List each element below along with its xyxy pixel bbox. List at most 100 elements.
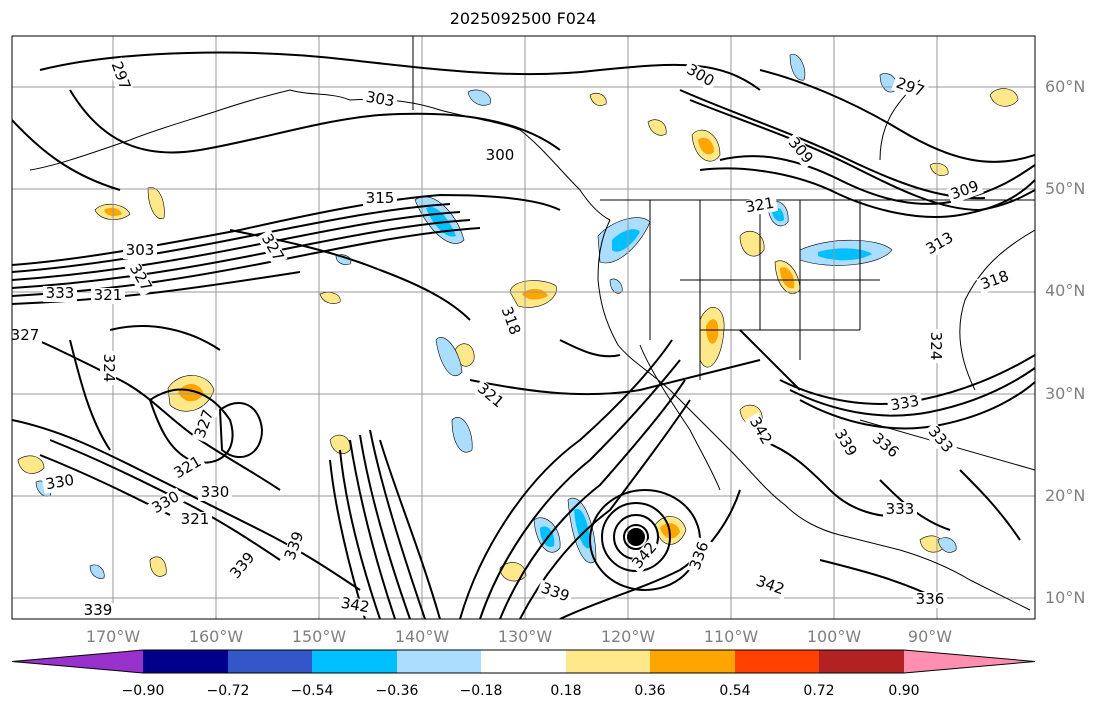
contour-label: 336 <box>916 590 945 608</box>
lon-label-160w: 160°W <box>188 627 244 646</box>
colorbar-tick: −0.90 <box>121 683 165 699</box>
contour-label: 315 <box>366 189 395 207</box>
contour-label-background <box>471 378 509 414</box>
colorbar-tick: −0.36 <box>375 683 419 699</box>
contour-label-background <box>198 485 232 501</box>
contour-label: 333 <box>46 284 75 302</box>
contour-label-background <box>976 267 1014 295</box>
lat-label-20n: 20°N <box>1045 486 1086 505</box>
contour-label-background <box>281 527 309 565</box>
positive-anomaly-shading <box>17 88 1019 582</box>
colorbar-tick: −0.72 <box>206 683 250 699</box>
colorbar-tick: 0.72 <box>803 683 835 699</box>
colorbar-outline <box>11 649 1036 674</box>
contour-label-background <box>12 328 42 344</box>
contour-label-background <box>921 228 959 260</box>
colorbar-segment <box>904 650 1035 673</box>
contour-label-background <box>124 259 156 297</box>
colorbar-tick: 0.36 <box>634 683 666 699</box>
contour-label-background <box>100 351 116 385</box>
lon-label-130w: 130°W <box>497 627 553 646</box>
contour-label: 300 <box>486 146 515 164</box>
contour-label-background <box>483 148 517 164</box>
contour-label-background <box>106 57 134 95</box>
lon-label-90w: 90°W <box>907 627 953 646</box>
colorbar-segment <box>143 650 228 673</box>
contour-label-background <box>883 502 917 518</box>
contour-label-background <box>886 393 924 415</box>
storm-rings <box>589 489 701 591</box>
colorbar-segment <box>650 650 735 673</box>
colorbar <box>11 649 1036 674</box>
lat-label-30n: 30°N <box>1045 384 1086 403</box>
contour-label: 321 <box>744 194 775 217</box>
contour-label: 333 <box>889 392 920 415</box>
contour-label: 324 <box>100 354 118 383</box>
contour-label: 339 <box>84 601 113 619</box>
contour-label-background <box>496 302 524 340</box>
lat-label-40n: 40°N <box>1045 281 1086 300</box>
contour-label: 321 <box>181 510 210 528</box>
contour-label-background <box>751 572 789 600</box>
colorbar-tick: 0.90 <box>888 683 920 699</box>
colorbar-segment <box>819 650 904 673</box>
lon-label-100w: 100°W <box>806 627 862 646</box>
contour-label-background <box>627 537 663 575</box>
contour-label-background <box>946 177 984 205</box>
colorbar-segment <box>481 650 566 673</box>
contour-label-background <box>741 195 779 217</box>
colorbar-segment <box>228 650 312 673</box>
negative-anomaly-shading <box>35 53 957 579</box>
contour-label-background <box>866 428 904 464</box>
contour-label-background <box>225 547 261 585</box>
contour-label-background <box>147 487 185 519</box>
lat-label-10n: 10°N <box>1045 588 1086 607</box>
contour-label-background <box>336 595 374 617</box>
colorbar-segment <box>735 650 819 673</box>
map-frame <box>11 35 1036 620</box>
lon-label-140w: 140°W <box>394 627 450 646</box>
contour-label-background <box>178 512 212 528</box>
contour-label-background <box>81 603 115 619</box>
storm-center-marker <box>627 528 645 546</box>
colorbar-tick: 0.18 <box>550 683 582 699</box>
contour-label-background <box>43 286 77 302</box>
contour-label: 321 <box>94 286 123 304</box>
contour-label-background <box>681 60 719 92</box>
map-title: 2025092500 F024 <box>449 9 597 28</box>
colorbar-segment <box>312 650 397 673</box>
contour-label-background <box>686 537 714 575</box>
lon-label-150w: 150°W <box>291 627 347 646</box>
contour-label: 330 <box>44 471 75 494</box>
contour-label-background <box>782 132 818 170</box>
contour-label-background <box>361 89 399 111</box>
contour-label: 342 <box>340 594 371 617</box>
contour-label: 333 <box>886 500 915 518</box>
contour-label-background <box>829 424 861 462</box>
lon-label-120w: 120°W <box>600 627 656 646</box>
lat-label-50n: 50°N <box>1045 179 1086 198</box>
colorbar-tick: 0.54 <box>719 683 751 699</box>
contour-label-background <box>913 592 947 608</box>
contour-label-background <box>922 421 958 459</box>
lat-label-60n: 60°N <box>1045 77 1086 96</box>
contour-label-background <box>191 405 219 443</box>
colorbar-segment <box>12 650 143 673</box>
contour-label: 324 <box>927 332 945 361</box>
contour-label-background <box>363 191 397 207</box>
colorbar-segment <box>566 650 650 673</box>
contour-label: 327 <box>11 326 40 344</box>
contour-label-background <box>91 288 125 304</box>
contour-label-background <box>536 579 574 607</box>
contour-label: 303 <box>365 88 396 111</box>
contour-label: 330 <box>201 483 230 501</box>
contour-label-background <box>891 74 929 102</box>
contour-label: 303 <box>126 241 155 259</box>
colorbar-tick: −0.18 <box>459 683 503 699</box>
contour-label-background <box>744 412 776 450</box>
contour-label-background <box>123 243 157 259</box>
lon-label-170w: 170°W <box>85 627 141 646</box>
